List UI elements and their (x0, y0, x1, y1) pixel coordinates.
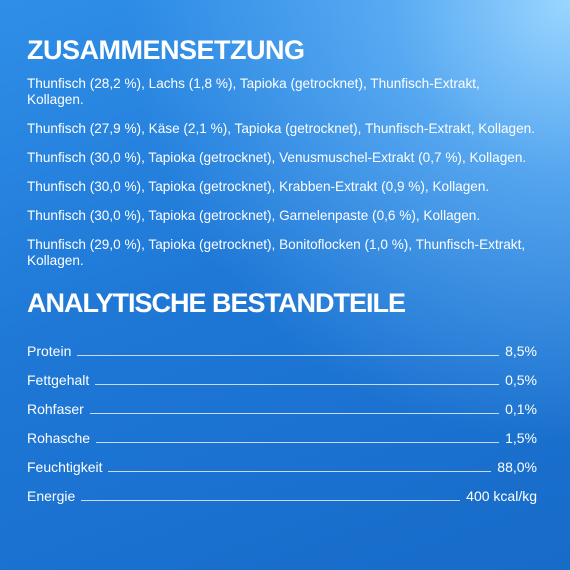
nutrient-label: Energie (27, 488, 76, 504)
analysis-row: Rohfaser 0,1% (27, 389, 537, 418)
leader-line (108, 471, 492, 472)
ingredient-text: Thunfisch (30,0 %), Tapioka (getrocknet)… (27, 179, 490, 194)
analysis-row: Fettgehalt 0,5% (27, 360, 537, 389)
nutrient-value: 400 kcal/kg (466, 488, 537, 504)
nutrient-label: Fettgehalt (27, 372, 90, 388)
nutrient-value: 0,1% (505, 401, 537, 417)
leader-line (77, 355, 500, 356)
analysis-row: Protein 8,5% (27, 331, 537, 360)
ingredient-text: Thunfisch (28,2 %), Lachs (1,8 %), Tapio… (27, 76, 480, 107)
nutrient-label: Protein (27, 343, 72, 359)
analysis-row: Energie 400 kcal/kg (27, 476, 537, 505)
leader-line (96, 442, 500, 443)
nutrient-value: 0,5% (505, 372, 537, 388)
analysis-table: Protein 8,5% Fettgehalt 0,5% Rohfaser 0,1% Roh… (27, 331, 537, 505)
leader-line (81, 500, 461, 501)
nutrient-value: 8,5% (505, 343, 537, 359)
nutrient-label: Rohasche (27, 430, 91, 446)
analysis-row: Rohasche 1,5% (27, 418, 537, 447)
nutrient-label: Rohfaser (27, 401, 84, 417)
section-title: ANALYTISCHE BESTANDTEILE (27, 288, 406, 318)
nutrient-label: Feuchtigkeit (27, 459, 103, 475)
section-title: ZUSAMMENSETZUNG (27, 35, 305, 65)
ingredient-text: Thunfisch (30,0 %), Tapioka (getrocknet)… (27, 150, 527, 165)
leader-line (89, 413, 500, 414)
nutrient-value: 88,0% (497, 459, 537, 475)
ingredient-text: Thunfisch (27,9 %), Käse (2,1 %), Tapiok… (27, 121, 535, 136)
analysis-row: Feuchtigkeit 88,0% (27, 447, 537, 476)
nutrient-value: 1,5% (505, 430, 537, 446)
ingredient-text: Thunfisch (29,0 %), Tapioka (getrocknet)… (27, 237, 526, 268)
leader-line (95, 384, 500, 385)
ingredient-text: Thunfisch (30,0 %), Tapioka (getrocknet)… (27, 208, 481, 223)
composition-list: Thunfisch (28,2 %), Lachs (1,8 %), Tapio… (27, 76, 537, 269)
